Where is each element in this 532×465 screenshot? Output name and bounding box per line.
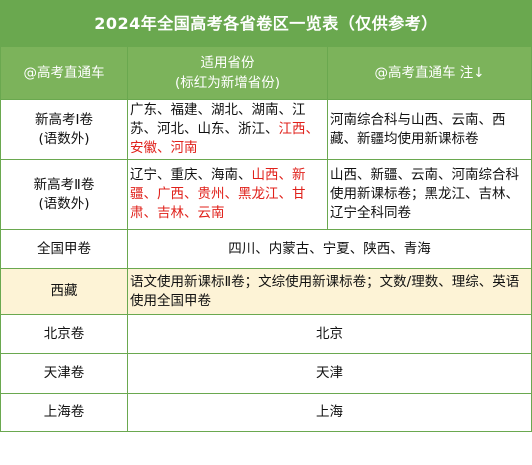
table-row: 新高考Ⅰ卷 (语数外) 广东、福建、湖北、湖南、江苏、河北、山东、浙江、江西、安… — [0, 99, 532, 160]
table-row: 天津卷 天津 — [0, 353, 532, 394]
table-row: 西藏 语文使用新课标Ⅱ卷；文综使用新课标卷；文数/理数、理综、英语使用全国甲卷 — [0, 268, 532, 315]
provinces-cell: 四川、内蒙古、宁夏、陕西、青海 — [126, 229, 532, 269]
table-row: 上海卷 上海 — [0, 393, 532, 432]
provinces-cell: 上海 — [126, 393, 532, 432]
table-row: 全国甲卷 四川、内蒙古、宁夏、陕西、青海 — [0, 229, 532, 269]
provinces-cell: 辽宁、重庆、海南、山西、新疆、广西、贵州、黑龙江、甘肃、吉林、云南 — [127, 159, 328, 230]
row-name: 新高考Ⅱ卷 — [33, 176, 95, 193]
header-col-note: @高考直通车 注↓ — [326, 46, 532, 100]
exam-region-table: 2024年全国高考各省卷区一览表（仅供参考） @高考直通车 适用省份 (标红为新… — [0, 0, 532, 432]
note-cell: 山西、新疆、云南、河南综合科使用新课标卷；黑龙江、吉林、辽宁全科同卷 — [326, 159, 532, 230]
new-provinces-text: 山西、新疆、广西、贵州、黑龙江、甘肃、吉林、云南 — [130, 167, 306, 221]
provinces-cell: 语文使用新课标Ⅱ卷；文综使用新课标卷；文数/理数、理综、英语使用全国甲卷 — [126, 268, 532, 315]
header-col-provinces: 适用省份 (标红为新增省份) — [127, 46, 328, 100]
new-provinces-text: 江西、安徽、河南 — [130, 121, 319, 156]
table-row: 新高考Ⅱ卷 (语数外) 辽宁、重庆、海南、山西、新疆、广西、贵州、黑龙江、甘肃、… — [0, 159, 532, 230]
row-name-cell: 新高考Ⅰ卷 (语数外) — [0, 99, 128, 160]
row-name: 全国甲卷 — [0, 229, 128, 269]
row-name: 西藏 — [0, 268, 128, 315]
table-title: 2024年全国高考各省卷区一览表（仅供参考） — [0, 0, 532, 47]
row-name: 上海卷 — [0, 393, 128, 432]
row-name: 天津卷 — [0, 353, 128, 394]
provinces-cell: 广东、福建、湖北、湖南、江苏、河北、山东、浙江、江西、安徽、河南 — [127, 99, 328, 160]
row-name-sub: (语数外) — [38, 130, 90, 147]
row-name: 新高考Ⅰ卷 — [35, 111, 93, 128]
header-provinces-label: 适用省份 — [200, 55, 255, 71]
provinces-cell: 北京 — [126, 314, 532, 354]
table-header-row: @高考直通车 适用省份 (标红为新增省份) @高考直通车 注↓ — [0, 46, 532, 100]
table-row: 北京卷 北京 — [0, 314, 532, 354]
row-name-cell: 新高考Ⅱ卷 (语数外) — [0, 159, 128, 230]
provinces-text: 广东、福建、湖北、湖南、江苏、河北、山东、浙江、 — [130, 102, 306, 137]
row-name: 北京卷 — [0, 314, 128, 354]
note-cell: 河南综合科与山西、云南、西藏、新疆均使用新课标卷 — [326, 99, 532, 160]
provinces-cell: 天津 — [126, 353, 532, 394]
header-provinces-sublabel: (标红为新增省份) — [174, 75, 281, 91]
provinces-text: 辽宁、重庆、海南、 — [130, 167, 252, 183]
row-name-sub: (语数外) — [38, 195, 90, 212]
header-col-name: @高考直通车 — [0, 46, 128, 100]
